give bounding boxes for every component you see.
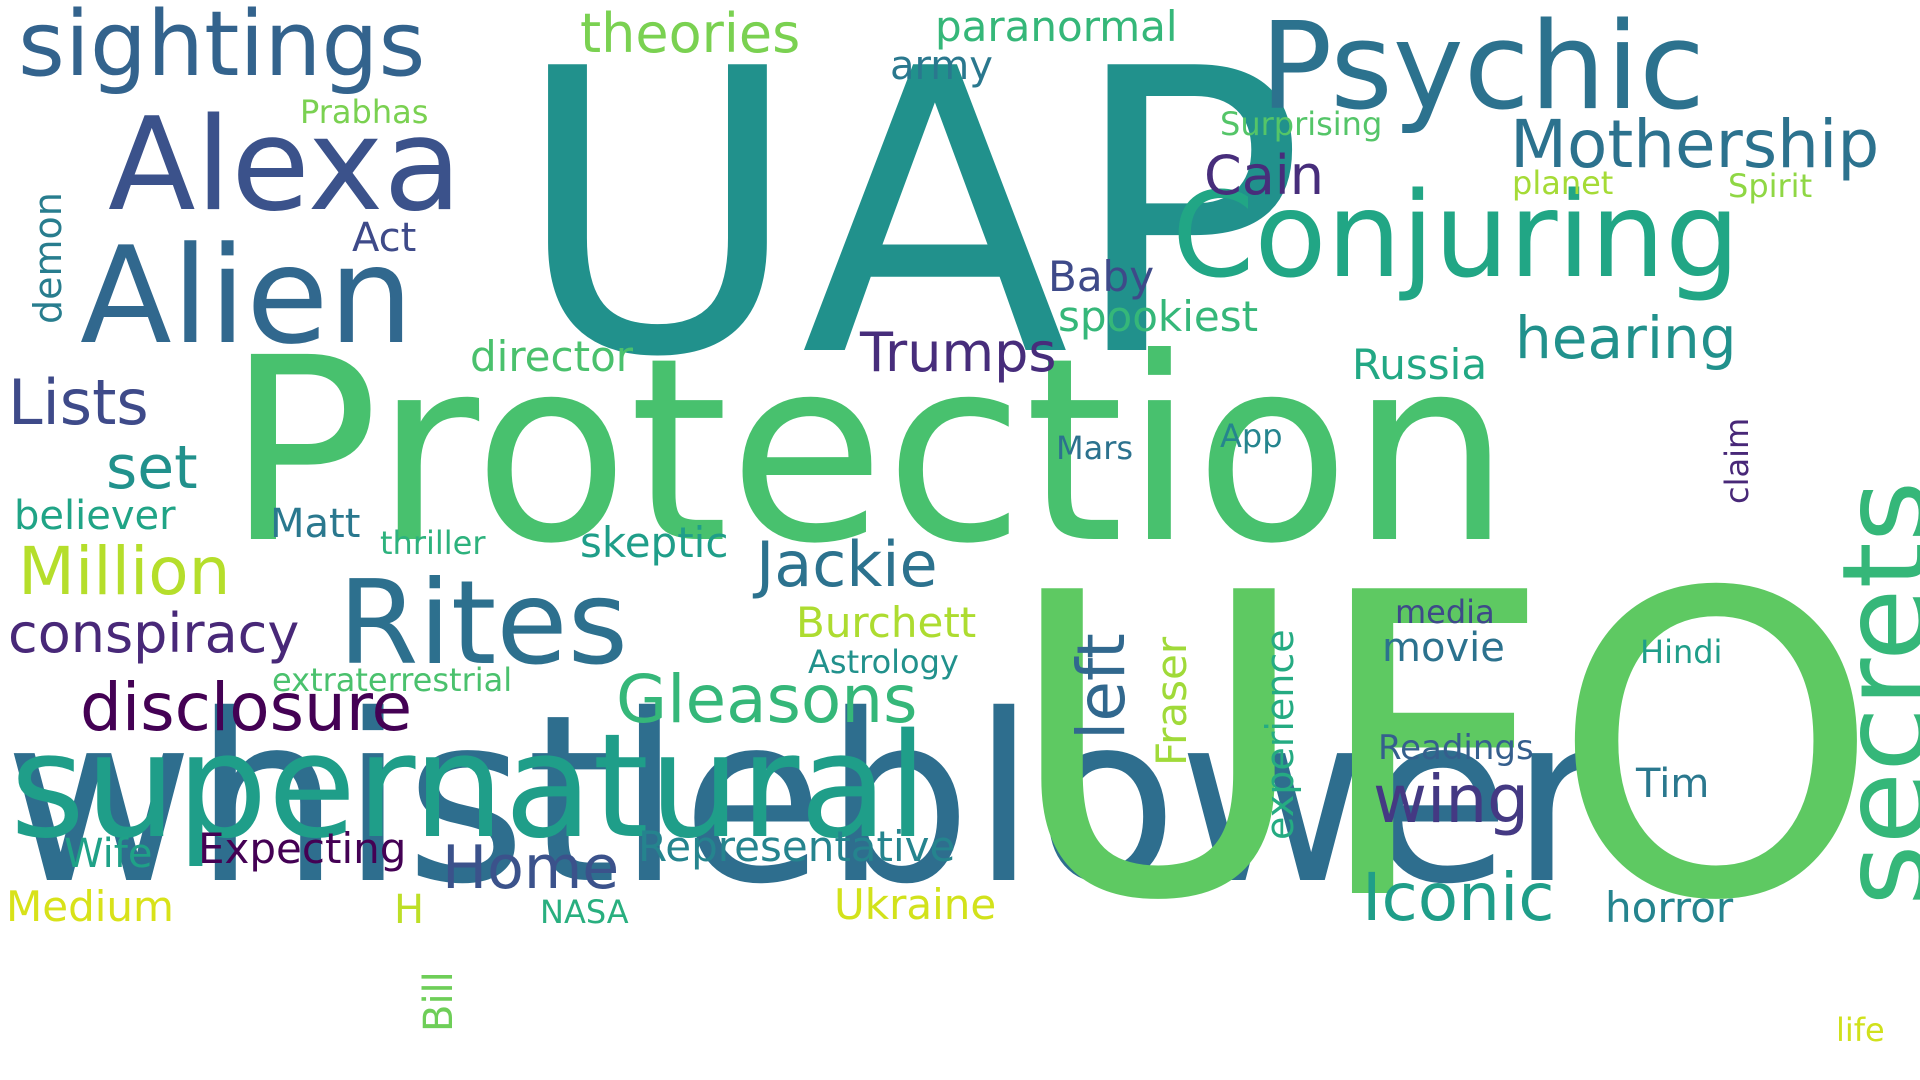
word-uap: UAP [514,0,1306,444]
word-representative: Representative [638,822,956,872]
word-iconic: Iconic [1362,859,1555,937]
word-ufo: UFO [1005,504,1881,992]
word-alien: Alien [80,217,414,374]
word-gleasons: Gleasons [616,661,918,739]
word-lists: Lists [8,366,149,440]
word-rites: Rites [338,556,629,692]
word-hindi: Hindi [1640,633,1723,672]
word-jackie: Jackie [756,528,938,602]
word-director: director [470,332,634,382]
word-million: Million [18,533,231,611]
word-h: H [394,887,425,933]
word-demon: demon [25,192,70,324]
word-disclosure: disclosure [80,669,413,747]
word-matt: Matt [270,501,361,547]
word-conjuring: Conjuring [1172,165,1740,304]
word-theories: theories [580,1,801,65]
word-wing: wing [1373,761,1530,839]
word-protection: Protection [226,302,1512,599]
word-alexa: Alexa [108,90,462,240]
word-sightings: sightings [18,0,426,97]
word-horror: horror [1605,883,1734,933]
word-hearing: hearing [1515,303,1737,372]
word-thriller: thriller [380,524,486,563]
word-conspiracy: conspiracy [8,601,300,665]
word-psychic: Psychic [1260,0,1706,137]
word-surprising: Surprising [1220,105,1383,144]
word-extraterrestrial: extraterrestrial [272,661,513,700]
word-wife: Wife [64,831,153,877]
word-ukraine: Ukraine [834,880,997,930]
word-nasa: NASA [540,893,629,932]
word-skeptic: skeptic [580,518,729,568]
word-fraser: Fraser [1146,636,1196,766]
word-burchett: Burchett [796,598,977,648]
word-left: left [1063,633,1141,740]
word-media: media [1395,593,1495,632]
word-astrology: Astrology [808,643,959,682]
word-tim: Tim [1636,761,1710,807]
word-mothership: Mothership [1510,106,1880,184]
word-set: set [106,433,198,503]
word-medium: Medium [6,882,174,932]
word-secrets: secrets [1816,480,1920,906]
word-readings: Readings [1378,727,1534,768]
word-believer: believer [14,493,176,539]
word-cain: Cain [1204,143,1325,207]
word-spirit: Spirit [1728,167,1813,206]
word-russia: Russia [1352,340,1488,390]
word-mars: Mars [1056,429,1134,468]
word-home: Home [442,833,620,903]
word-baby: Baby [1048,252,1155,302]
word-army: army [890,43,993,89]
word-app: App [1220,417,1283,456]
word-planet: planet [1512,164,1614,203]
word-bill: Bill [415,971,462,1032]
word-claim: claim [1717,417,1756,504]
word-act: Act [352,215,417,261]
word-whistleblower: whistleblower [4,665,1606,936]
word-life: life [1836,1011,1885,1050]
word-trumps: Trumps [860,320,1057,384]
word-supernatural: supernatural [10,701,928,870]
word-experience: experience [1257,629,1302,840]
word-prabhas: Prabhas [300,93,429,132]
word-expecting: Expecting [198,824,407,874]
word-paranormal: paranormal [935,2,1178,52]
word-movie: movie [1382,625,1505,671]
word-spookiest: spookiest [1058,292,1259,342]
